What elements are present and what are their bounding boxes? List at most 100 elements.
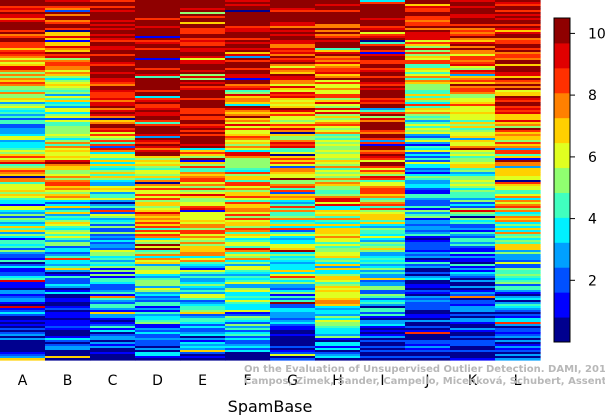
heatmap-cell — [405, 226, 451, 229]
heatmap-cell — [405, 54, 451, 57]
heatmap-cell — [405, 186, 451, 189]
heatmap-cell — [270, 160, 316, 163]
heatmap-cell — [450, 212, 496, 215]
heatmap-cell — [315, 216, 361, 219]
heatmap-cell — [45, 154, 91, 157]
heatmap-cell — [270, 102, 316, 105]
heatmap-cell — [90, 14, 136, 17]
heatmap-cell — [0, 166, 46, 169]
heatmap-cell — [270, 314, 316, 317]
heatmap-cell — [450, 244, 496, 247]
heatmap-cell — [270, 66, 316, 69]
heatmap-cell — [450, 70, 496, 73]
heatmap-cell — [0, 216, 46, 219]
heatmap-cell — [180, 90, 226, 93]
heatmap-cell — [315, 278, 361, 281]
heatmap-cell — [180, 98, 226, 101]
heatmap-cell — [0, 90, 46, 93]
heatmap-cell — [360, 208, 406, 211]
colorbar-segment — [554, 92, 570, 119]
heatmap-cell — [315, 248, 361, 251]
heatmap-cell — [45, 252, 91, 255]
heatmap-cell — [315, 350, 361, 353]
heatmap-cell — [495, 296, 541, 299]
heatmap-cell — [45, 322, 91, 325]
heatmap-cell — [135, 34, 181, 37]
heatmap-cell — [450, 298, 496, 301]
heatmap-cell — [45, 206, 91, 209]
heatmap-cell — [315, 94, 361, 97]
heatmap-cell — [315, 280, 361, 283]
heatmap-cell — [45, 250, 91, 253]
heatmap-cell — [180, 312, 226, 315]
heatmap-cell — [360, 32, 406, 35]
heatmap-cell — [45, 42, 91, 45]
heatmap-cell — [225, 186, 271, 189]
heatmap-cell — [45, 174, 91, 177]
heatmap-cell — [45, 324, 91, 327]
heatmap-cell — [90, 68, 136, 71]
heatmap-cell — [315, 276, 361, 279]
heatmap-cell — [270, 158, 316, 161]
heatmap-cell — [0, 230, 46, 233]
heatmap-cell — [495, 110, 541, 113]
heatmap-cell — [405, 4, 451, 7]
heatmap-cell — [45, 266, 91, 269]
heatmap-cell — [360, 104, 406, 107]
heatmap-cell — [450, 252, 496, 255]
heatmap-cell — [405, 88, 451, 91]
heatmap-cell — [315, 102, 361, 105]
heatmap-cell — [405, 30, 451, 33]
heatmap-cell — [360, 34, 406, 37]
heatmap-cell — [45, 76, 91, 79]
heatmap-cell — [90, 130, 136, 133]
heatmap-cell — [225, 178, 271, 181]
heatmap-cell — [270, 318, 316, 321]
heatmap-cell — [225, 352, 271, 355]
heatmap-cell — [45, 296, 91, 299]
heatmap-cell — [450, 10, 496, 13]
heatmap-cell — [495, 120, 541, 123]
heatmap-cell — [225, 138, 271, 141]
heatmap-cell — [180, 144, 226, 147]
heatmap-cell — [135, 92, 181, 95]
heatmap-cell — [0, 314, 46, 317]
heatmap-cell — [405, 346, 451, 349]
heatmap-cell — [45, 284, 91, 287]
heatmap-cell — [450, 104, 496, 107]
heatmap-cell — [135, 348, 181, 351]
heatmap-cell — [495, 156, 541, 159]
heatmap-cell — [315, 282, 361, 285]
heatmap-cell — [90, 190, 136, 193]
heatmap-cell — [225, 38, 271, 41]
heatmap-cell — [45, 268, 91, 271]
heatmap-cell — [0, 224, 46, 227]
heatmap-cell — [135, 180, 181, 183]
heatmap-cell — [135, 136, 181, 139]
heatmap-cell — [315, 206, 361, 209]
heatmap-cell — [495, 278, 541, 281]
heatmap-cell — [45, 74, 91, 77]
heatmap-cell — [360, 30, 406, 33]
heatmap-cell — [495, 132, 541, 135]
heatmap-cell — [135, 124, 181, 127]
heatmap-cell — [180, 164, 226, 167]
heatmap-cell — [360, 296, 406, 299]
heatmap-cell — [495, 116, 541, 119]
heatmap-cell — [0, 162, 46, 165]
heatmap-cell — [180, 282, 226, 285]
heatmap-cell — [450, 316, 496, 319]
heatmap-cell — [0, 144, 46, 147]
heatmap-cell — [0, 110, 46, 113]
heatmap-cell — [270, 98, 316, 101]
heatmap-cell — [135, 202, 181, 205]
heatmap-cell — [495, 36, 541, 39]
heatmap-cell — [270, 134, 316, 137]
heatmap-cell — [225, 106, 271, 109]
heatmap-cell — [0, 112, 46, 115]
heatmap-cell — [225, 182, 271, 185]
heatmap-cell — [135, 314, 181, 317]
heatmap-cell — [180, 168, 226, 171]
heatmap-cell — [270, 124, 316, 127]
heatmap-cell — [45, 336, 91, 339]
